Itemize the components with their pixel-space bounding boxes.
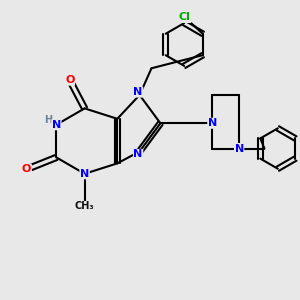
Text: O: O [22, 164, 31, 174]
Text: O: O [65, 75, 74, 85]
Text: N: N [134, 149, 143, 160]
Text: N: N [208, 118, 217, 128]
Text: N: N [134, 87, 143, 97]
Text: H: H [44, 115, 52, 125]
Text: N: N [80, 169, 89, 179]
Text: N: N [52, 120, 61, 130]
Text: N: N [235, 143, 244, 154]
Text: Cl: Cl [179, 12, 191, 22]
Text: CH₃: CH₃ [75, 202, 94, 212]
